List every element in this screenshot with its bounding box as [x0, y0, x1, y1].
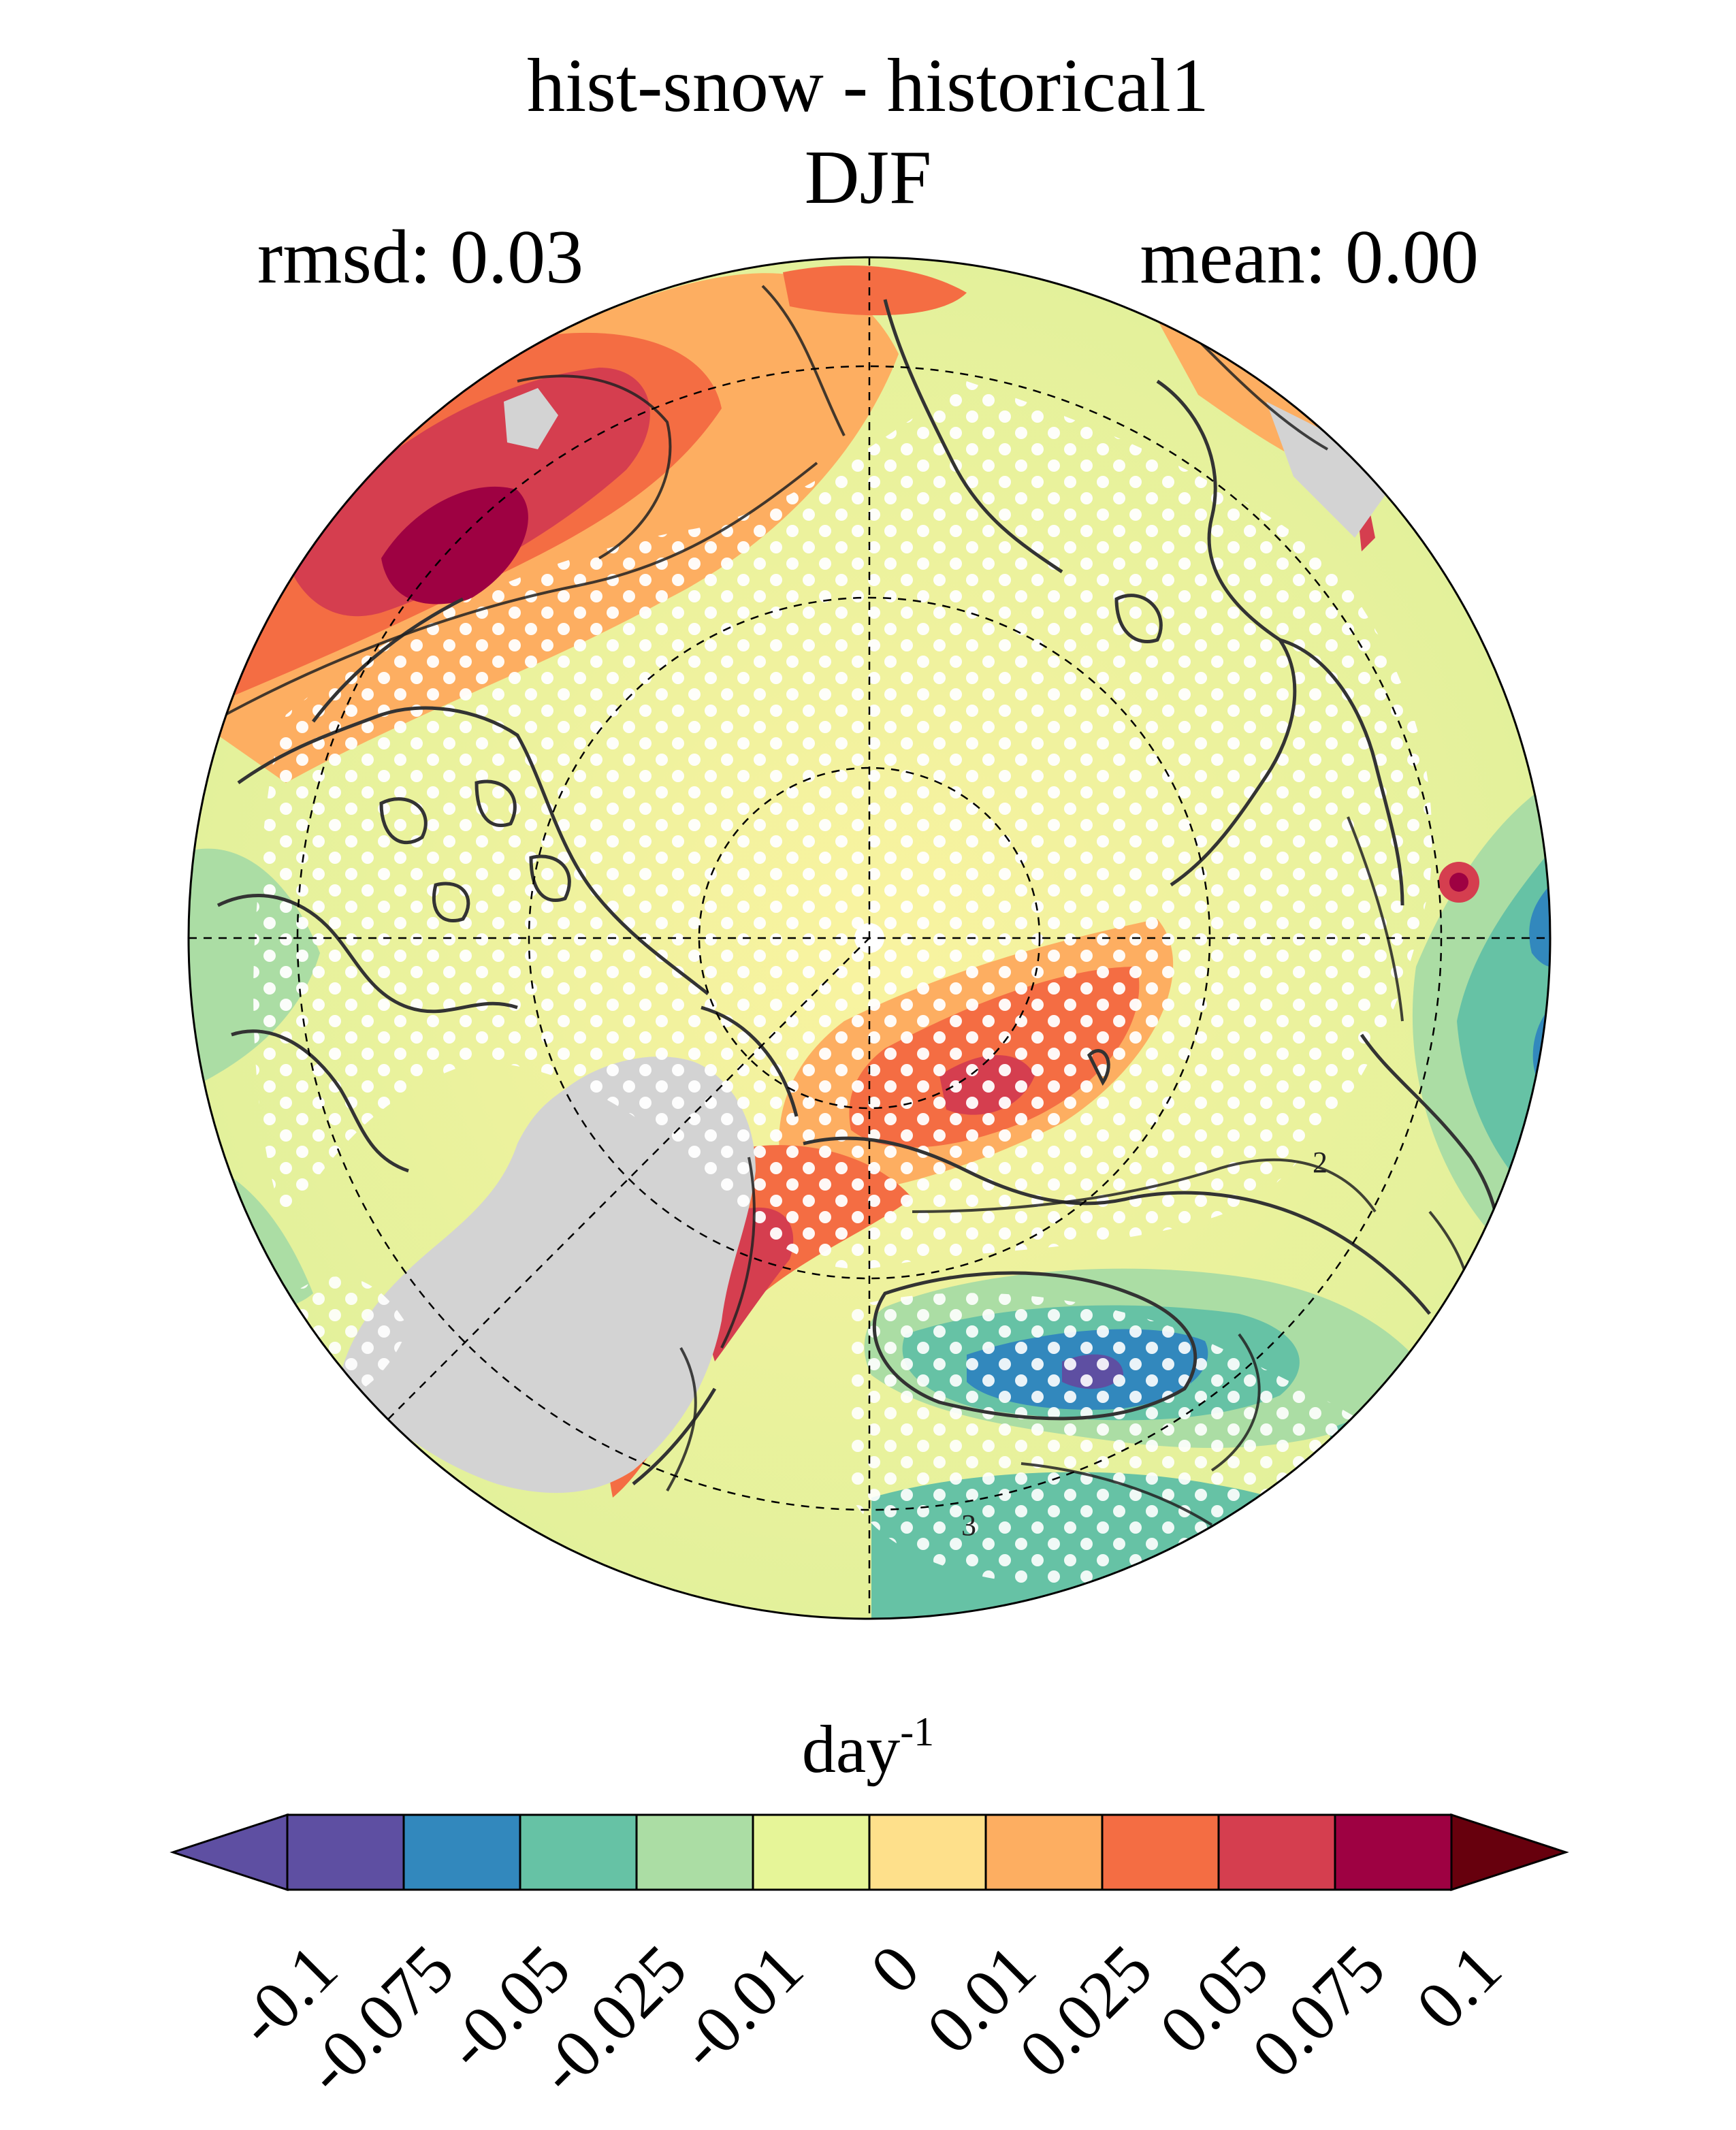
field-region: [783, 265, 967, 316]
mean-label: mean: 0.00: [1140, 215, 1479, 300]
graticule: [189, 257, 1550, 1619]
unit-exponent: -1: [900, 1709, 935, 1754]
colorbar-swatch: [402, 1813, 521, 1891]
rmsd-label: rmsd: 0.03: [257, 215, 584, 300]
colorbar-swatch: [868, 1813, 987, 1891]
colorbar-swatch: [635, 1813, 754, 1891]
missing-data-region: [504, 388, 558, 449]
polar-map: 2 3: [187, 256, 1552, 1620]
colorbar-swatch: [1334, 1813, 1453, 1891]
stippling: [253, 381, 1432, 1269]
colorbar-swatch: [984, 1813, 1104, 1891]
colorbar-unit-label: day-1: [0, 1711, 1736, 1784]
map-border: [187, 256, 1552, 1620]
field-region: [1529, 885, 1550, 967]
unit-text: day: [801, 1711, 901, 1787]
contour-label: 2: [1313, 1146, 1328, 1179]
colorbar-swatch: [1101, 1813, 1220, 1891]
contour-label: 3: [961, 1508, 976, 1542]
field-region: [381, 486, 528, 604]
coastlines: [216, 299, 1502, 1485]
season-label: DJF: [804, 135, 932, 220]
missing-data-region: [340, 1056, 756, 1494]
colorbar-over-arrow: [1450, 1813, 1569, 1892]
colorbar-swatch: [519, 1813, 638, 1891]
colorbar-swatch: [1217, 1813, 1336, 1891]
colorbar-swatch: [286, 1813, 405, 1891]
plot-title: hist-snow - historical1: [527, 44, 1209, 128]
colorbar-under-arrow: [170, 1813, 289, 1892]
colorbar-swatch: [752, 1813, 871, 1891]
missing-data-region: [1266, 402, 1389, 538]
field-region: [1449, 873, 1468, 892]
